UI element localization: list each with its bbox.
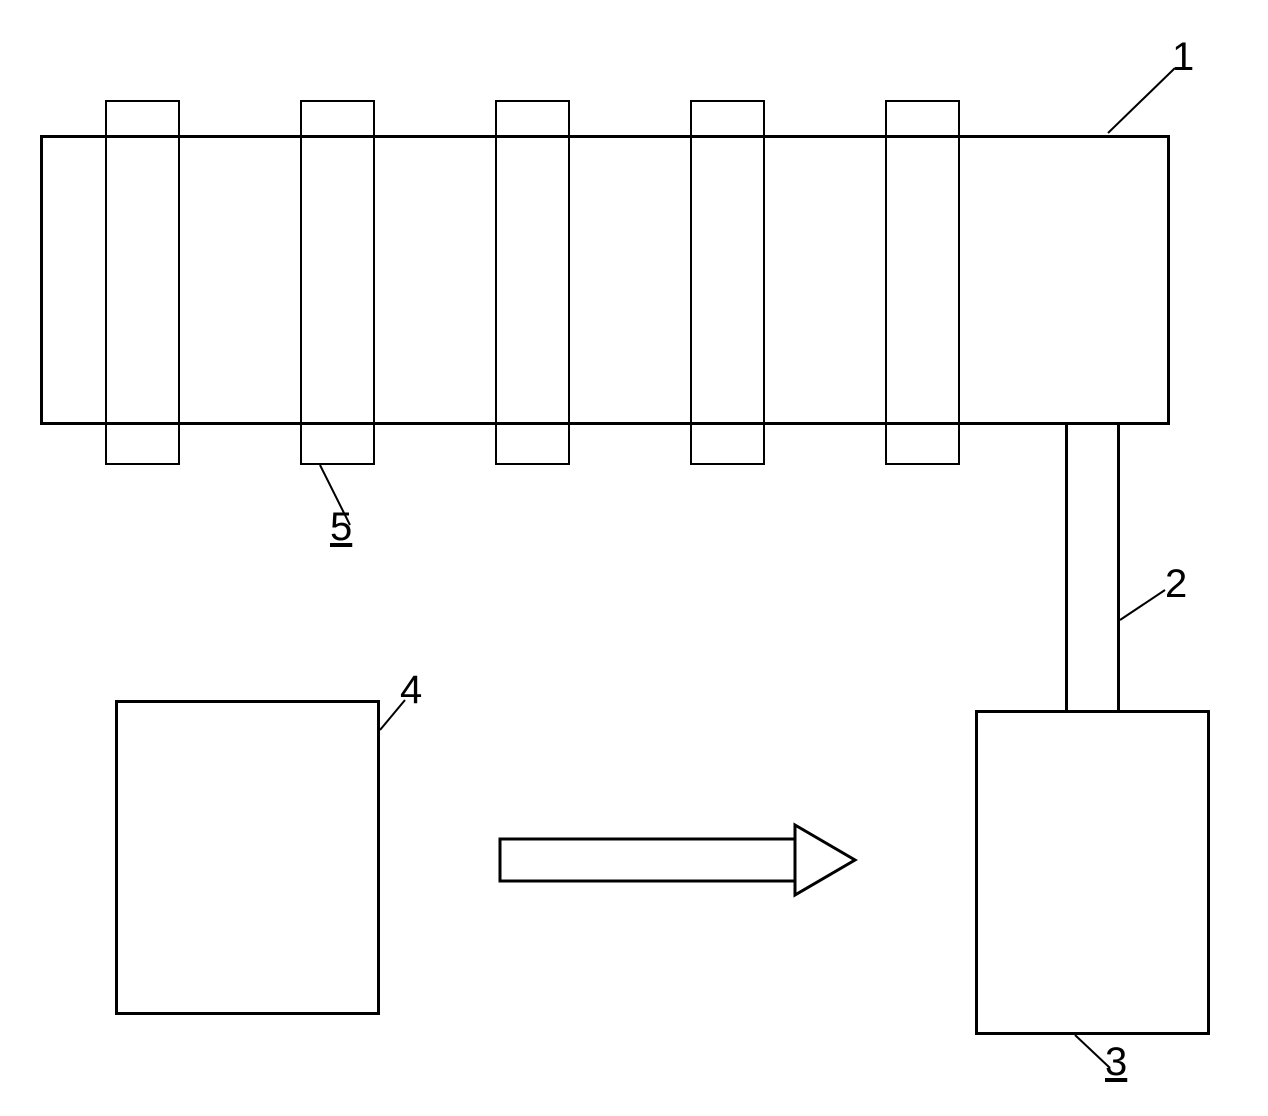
label-4: 4 (400, 668, 422, 713)
diagram-root: 1 2 3 4 5 (0, 0, 1268, 1116)
label-3: 3 (1105, 1040, 1127, 1085)
label-1: 1 (1172, 35, 1194, 80)
leader-lines (0, 0, 1268, 1116)
label-5: 5 (330, 505, 352, 550)
label-2: 2 (1165, 562, 1187, 607)
